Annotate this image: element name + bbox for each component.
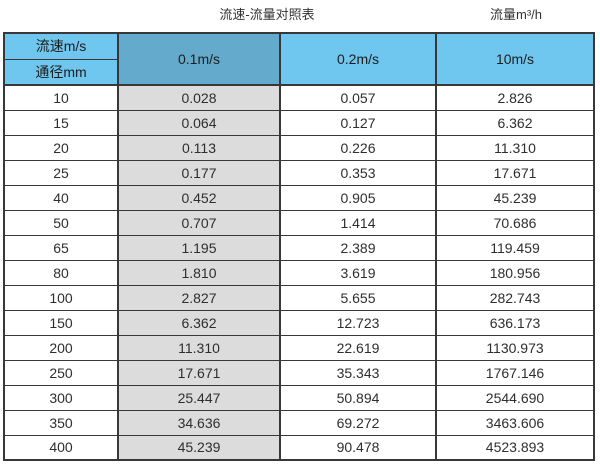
value-cell: 25.447 — [117, 384, 281, 411]
value-cell: 1767.146 — [435, 359, 595, 386]
value-cell: 35.343 — [279, 359, 437, 386]
column-header-0-2ms: 0.2m/s — [279, 32, 437, 86]
value-cell: 0.064 — [117, 109, 281, 136]
table-row: 350 34.636 69.272 3463.606 — [3, 409, 595, 436]
value-cell: 11.310 — [117, 334, 281, 361]
value-cell: 0.113 — [117, 134, 281, 161]
value-cell: 0.452 — [117, 184, 281, 211]
table-header: 流速m/s 0.1m/s 0.2m/s 10m/s 通径mm — [3, 32, 595, 86]
table-row: 15 0.064 0.127 6.362 — [3, 109, 595, 136]
value-cell: 2.827 — [117, 284, 281, 311]
value-cell: 0.226 — [279, 134, 437, 161]
row-header-cell: 15 — [3, 109, 119, 136]
value-cell: 50.894 — [279, 384, 437, 411]
value-cell: 11.310 — [435, 134, 595, 161]
value-cell: 5.655 — [279, 284, 437, 311]
value-cell: 17.671 — [435, 159, 595, 186]
flow-rate-table: 流速m/s 0.1m/s 0.2m/s 10m/s 通径mm 10 0.028 0.… — [3, 32, 595, 461]
row-header-cell: 150 — [3, 309, 119, 336]
value-cell: 4523.893 — [435, 434, 595, 461]
table-row: 20 0.113 0.226 11.310 — [3, 134, 595, 161]
table-row: 200 11.310 22.619 1130.973 — [3, 334, 595, 361]
value-cell: 34.636 — [117, 409, 281, 436]
value-cell: 12.723 — [279, 309, 437, 336]
header-row-bottom: 通径mm — [3, 58, 594, 86]
row-header-cell: 40 — [3, 184, 119, 211]
value-cell: 6.362 — [435, 109, 595, 136]
value-cell: 1.195 — [117, 234, 281, 261]
value-cell: 1.810 — [117, 259, 281, 286]
value-cell: 0.127 — [279, 109, 437, 136]
value-cell: 2.826 — [435, 84, 595, 111]
row-header-cell: 200 — [3, 334, 119, 361]
row-header-cell: 400 — [3, 434, 119, 461]
table-body: 10 0.028 0.057 2.826 15 0.064 0.127 6.362 20 0.11… — [3, 84, 595, 461]
value-cell: 3463.606 — [435, 409, 595, 436]
value-cell: 0.353 — [279, 159, 437, 186]
value-cell: 3.619 — [279, 259, 437, 286]
value-cell: 1.414 — [279, 209, 437, 236]
value-cell: 17.671 — [117, 359, 281, 386]
column-header-0-1ms: 0.1m/s — [117, 32, 281, 86]
value-cell: 2.389 — [279, 234, 437, 261]
row-header-cell: 350 — [3, 409, 119, 436]
column-header-10ms: 10m/s — [435, 32, 595, 86]
value-cell: 70.686 — [435, 209, 595, 236]
row-header-cell: 250 — [3, 359, 119, 386]
table-row: 150 6.362 12.723 636.173 — [3, 309, 595, 336]
value-cell: 119.459 — [435, 234, 595, 261]
table-row: 100 2.827 5.655 282.743 — [3, 284, 595, 311]
value-cell: 45.239 — [117, 434, 281, 461]
value-cell: 2544.690 — [435, 384, 595, 411]
table-row: 250 17.671 35.343 1767.146 — [3, 359, 595, 386]
row-header-cell: 100 — [3, 284, 119, 311]
value-cell: 22.619 — [279, 334, 437, 361]
value-cell: 636.173 — [435, 309, 595, 336]
value-cell: 0.905 — [279, 184, 437, 211]
row-header-cell: 50 — [3, 209, 119, 236]
header-row-top: 流速m/s 0.1m/s 0.2m/s 10m/s — [3, 32, 595, 86]
value-cell: 282.743 — [435, 284, 595, 311]
value-cell: 0.057 — [279, 84, 437, 111]
row-header-cell: 300 — [3, 384, 119, 411]
value-cell: 69.272 — [279, 409, 437, 436]
value-cell: 90.478 — [279, 434, 437, 461]
value-cell: 0.028 — [117, 84, 281, 111]
corner-header-diameter: 通径mm — [3, 58, 119, 86]
row-header-cell: 25 — [3, 159, 119, 186]
table-row: 300 25.447 50.894 2544.690 — [3, 384, 595, 411]
table-title: 流速-流量对照表 — [219, 7, 315, 22]
value-cell: 6.362 — [117, 309, 281, 336]
table-row: 65 1.195 2.389 119.459 — [3, 234, 595, 261]
table-row: 50 0.707 1.414 70.686 — [3, 209, 595, 236]
table-row: 10 0.028 0.057 2.826 — [3, 84, 595, 111]
corner-header-velocity: 流速m/s — [3, 32, 119, 60]
row-header-cell: 65 — [3, 234, 119, 261]
value-cell: 180.956 — [435, 259, 595, 286]
table-row: 80 1.810 3.619 180.956 — [3, 259, 595, 286]
value-cell: 0.177 — [117, 159, 281, 186]
value-cell: 1130.973 — [435, 334, 595, 361]
table-row: 40 0.452 0.905 45.239 — [3, 184, 595, 211]
value-cell: 45.239 — [435, 184, 595, 211]
row-header-cell: 80 — [3, 259, 119, 286]
value-cell: 0.707 — [117, 209, 281, 236]
row-header-cell: 10 — [3, 84, 119, 111]
flow-unit-label: 流量m³/h — [489, 7, 543, 22]
table-row: 25 0.177 0.353 17.671 — [3, 159, 595, 186]
table-row: 400 45.239 90.478 4523.893 — [3, 434, 595, 461]
row-header-cell: 20 — [3, 134, 119, 161]
